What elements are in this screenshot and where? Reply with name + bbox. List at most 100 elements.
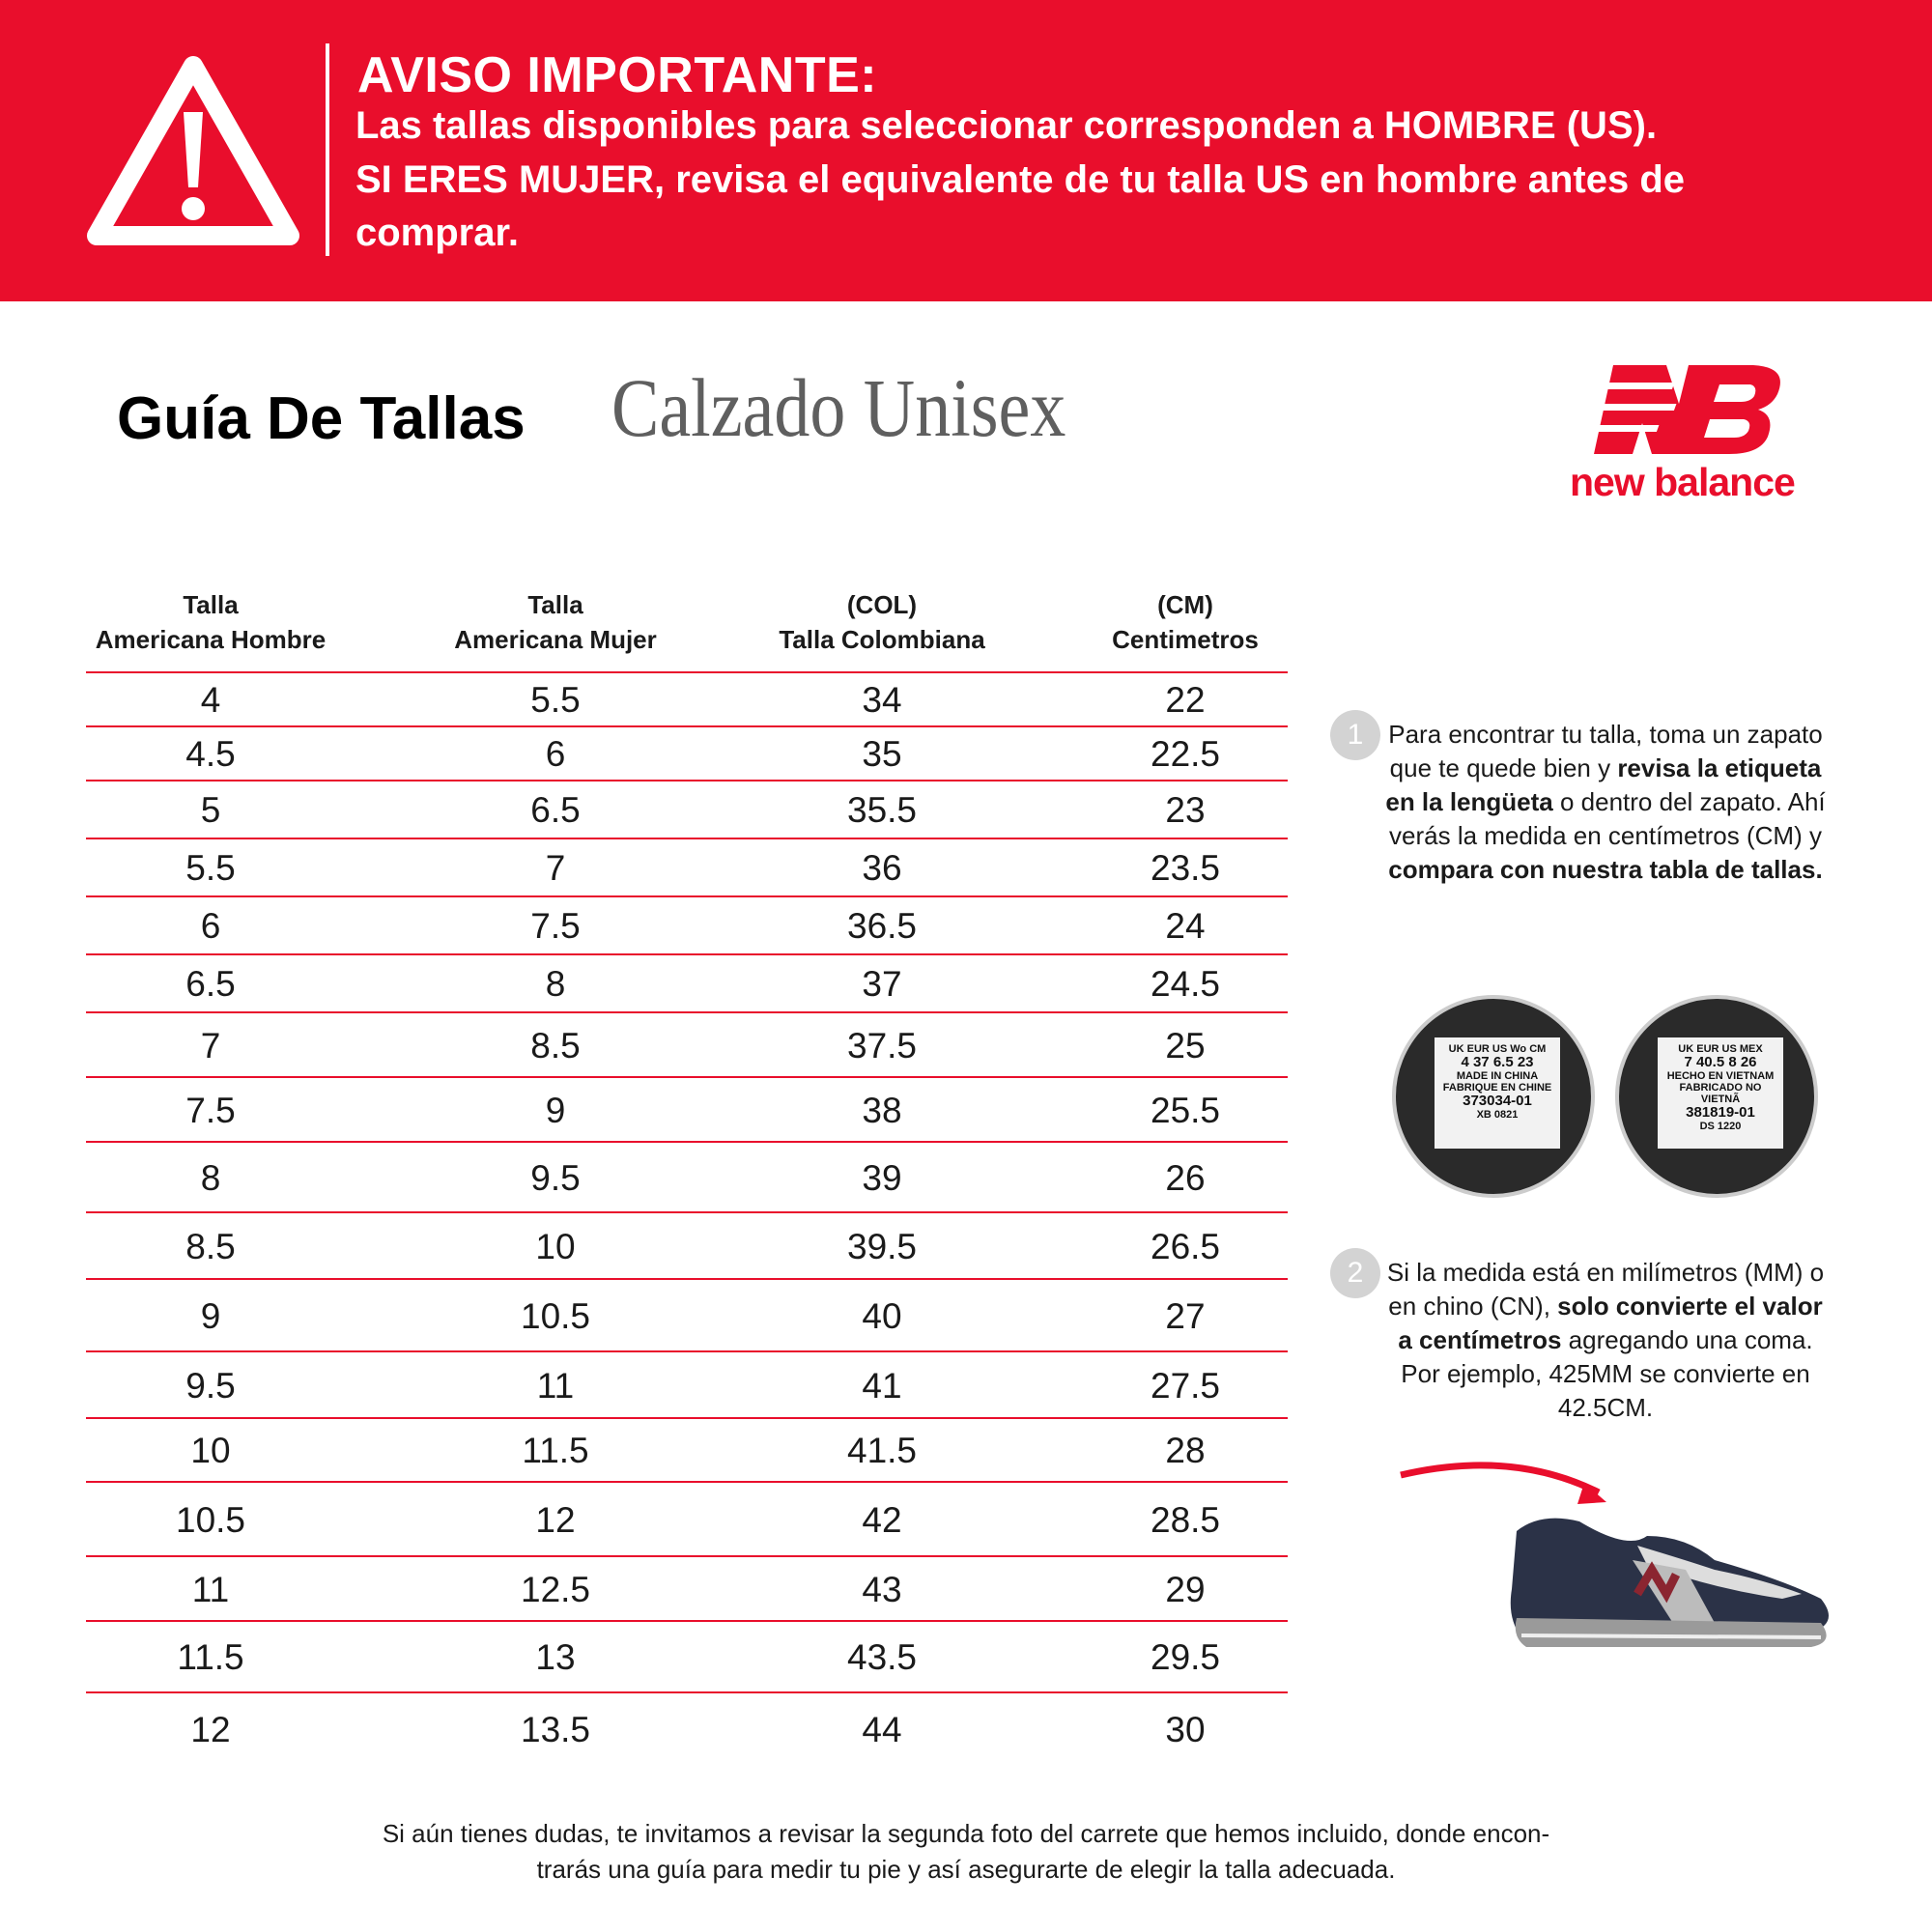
table-cell: 4.5: [185, 734, 236, 774]
step-number-badge: 2: [1330, 1248, 1380, 1298]
table-cell: 35: [862, 734, 902, 774]
row-divider: [86, 895, 1288, 897]
shoe-label-photo: UK EUR US MEX 7 40.5 8 26 HECHO EN VIETNAM…: [1615, 995, 1818, 1198]
footer-note: trarás una guía para medir tu pie y así …: [536, 1855, 1396, 1884]
table-cell: 28.5: [1150, 1499, 1221, 1540]
table-cell: 11: [191, 1569, 230, 1609]
table-cell: 7.5: [530, 906, 581, 946]
row-divider: [86, 1691, 1288, 1693]
table-cell: 25.5: [1150, 1090, 1221, 1130]
table-cell: 38: [862, 1090, 902, 1130]
column-header-line: Talla: [527, 590, 583, 619]
table-cell: 10.5: [520, 1295, 591, 1336]
row-divider: [86, 1620, 1288, 1622]
table-cell: 9: [200, 1295, 221, 1336]
table-cell: 41.5: [846, 1431, 918, 1470]
row-divider: [86, 1350, 1288, 1352]
banner-line: SI ERES MUJER, revisa el equivalente de …: [355, 158, 1685, 201]
sneaker-illustration: [1400, 1462, 1829, 1647]
label-line: UK EUR US MEX: [1678, 1043, 1763, 1055]
table-cell: 23: [1165, 790, 1206, 830]
table-cell: 7.5: [185, 1090, 236, 1130]
table-cell: 5.5: [530, 680, 581, 720]
column-header: Talla Americana Mujer: [382, 587, 729, 657]
label-line: 7 40.5 8 26: [1684, 1054, 1757, 1070]
label-line: 381819-01: [1686, 1104, 1755, 1121]
label-line: 373034-01: [1463, 1093, 1532, 1109]
table-cell: 37.5: [846, 1025, 918, 1065]
row-divider: [86, 780, 1288, 781]
table-cell: 4: [200, 680, 221, 720]
arrow-icon: [1400, 1462, 1601, 1496]
table-cell: 36.5: [846, 906, 918, 946]
label-line: HECHO EN VIETNAM: [1666, 1070, 1775, 1082]
table-cell: 27.5: [1150, 1365, 1221, 1406]
row-divider: [86, 1481, 1288, 1483]
label-line: XB 0821: [1476, 1109, 1519, 1121]
column-header: (CM) Centimetros: [1011, 587, 1359, 657]
banner-heading: AVISO IMPORTANTE:: [357, 47, 878, 103]
label-line: FABRICADO NO VIETNÃ: [1679, 1082, 1762, 1105]
new-balance-logo: [1565, 365, 1780, 454]
row-divider: [86, 953, 1288, 955]
table-cell: 7: [545, 848, 566, 888]
table-cell: 25: [1165, 1025, 1206, 1065]
column-header-line: Talla: [183, 590, 239, 619]
column-header-line: Talla Colombiana: [779, 625, 985, 654]
shoe-label-photo: UK EUR US Wo CM 4 37 6.5 23 MADE IN CHINA F…: [1392, 995, 1595, 1198]
banner-divider: [326, 43, 329, 256]
table-cell: 6.5: [185, 964, 236, 1004]
table-cell: 27: [1165, 1295, 1206, 1336]
table-cell: 13: [535, 1637, 576, 1677]
column-header-line: (COL): [846, 590, 918, 619]
table-cell: 8: [545, 964, 566, 1004]
row-divider: [86, 838, 1288, 839]
table-cell: 24: [1165, 906, 1206, 946]
column-header-line: Centimetros: [1112, 625, 1259, 654]
page-subtitle: Calzado Unisex: [611, 361, 1066, 454]
table-cell: 41: [862, 1365, 902, 1406]
row-divider: [86, 671, 1288, 673]
row-divider: [86, 1141, 1288, 1143]
table-cell: 22: [1165, 680, 1206, 720]
row-divider: [86, 1555, 1288, 1557]
column-header-line: Americana Mujer: [454, 625, 657, 654]
label-line: UK EUR US Wo CM: [1448, 1043, 1547, 1055]
banner-line: comprar.: [355, 212, 519, 254]
table-cell: 43: [862, 1569, 902, 1609]
row-divider: [86, 1011, 1288, 1013]
step-1-text: Para encontrar tu talla, toma un zapato …: [1385, 720, 1826, 884]
table-cell: 13.5: [520, 1709, 591, 1749]
label-line: 4 37 6.5 23: [1461, 1054, 1534, 1070]
table-cell: 12.5: [520, 1569, 591, 1609]
table-cell: 12: [190, 1709, 231, 1749]
table-cell: 30: [1165, 1709, 1206, 1749]
table-cell: 10: [535, 1226, 576, 1266]
table-cell: 5.5: [185, 848, 236, 888]
footer-note: Si aún tienes dudas, te invitamos a revi…: [382, 1819, 1550, 1848]
table-cell: 34: [862, 680, 902, 720]
column-header: (COL) Talla Colombiana: [708, 587, 1056, 657]
table-cell: 29: [1165, 1569, 1206, 1609]
table-cell: 28: [1165, 1431, 1206, 1470]
table-cell: 44: [862, 1709, 902, 1749]
banner-line: Las tallas disponibles para seleccionar …: [355, 104, 1658, 147]
page-title: Guía De Tallas: [117, 385, 526, 452]
step-number-badge: 1: [1330, 710, 1380, 760]
table-cell: 9: [545, 1090, 566, 1130]
table-cell: 26.5: [1150, 1226, 1221, 1266]
table-cell: 43.5: [846, 1637, 918, 1677]
table-cell: 11.5: [177, 1637, 244, 1677]
table-cell: 10: [190, 1431, 231, 1470]
table-cell: 6: [545, 734, 566, 774]
row-divider: [86, 1076, 1288, 1078]
table-cell: 23.5: [1150, 848, 1221, 888]
table-cell: 8: [200, 1157, 221, 1198]
table-cell: 35.5: [846, 790, 918, 830]
table-cell: 11.5: [522, 1431, 589, 1470]
table-cell: 6.5: [530, 790, 581, 830]
row-divider: [86, 1278, 1288, 1280]
table-cell: 40: [862, 1295, 902, 1336]
table-cell: 39.5: [846, 1226, 918, 1266]
label-text: UK EUR US MEX 7 40.5 8 26 HECHO EN VIETNAM…: [1658, 1037, 1783, 1149]
